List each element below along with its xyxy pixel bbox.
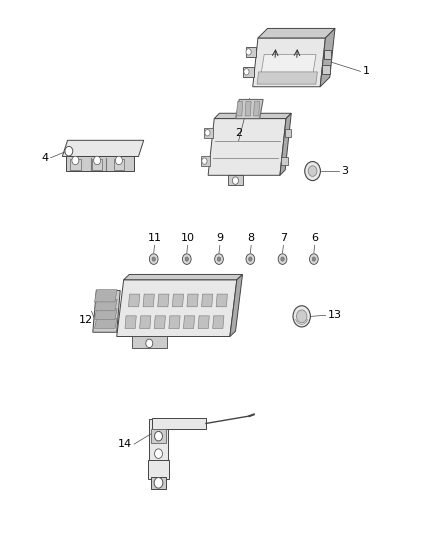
Polygon shape (230, 274, 243, 336)
Circle shape (116, 156, 122, 165)
Circle shape (155, 449, 162, 458)
Polygon shape (95, 289, 117, 302)
Polygon shape (261, 54, 316, 77)
Circle shape (281, 257, 284, 261)
Polygon shape (201, 294, 213, 307)
Circle shape (94, 156, 101, 165)
Polygon shape (204, 128, 213, 138)
Polygon shape (148, 460, 169, 479)
Circle shape (278, 254, 287, 264)
Circle shape (249, 257, 252, 261)
Text: 2: 2 (235, 128, 242, 138)
Polygon shape (236, 100, 263, 118)
Circle shape (233, 177, 238, 184)
Polygon shape (245, 102, 251, 116)
Text: 11: 11 (148, 232, 162, 243)
Polygon shape (140, 316, 151, 328)
Circle shape (305, 161, 321, 181)
Circle shape (246, 49, 251, 55)
Polygon shape (169, 316, 180, 328)
Text: 3: 3 (341, 166, 348, 176)
Polygon shape (216, 294, 227, 307)
Text: 9: 9 (216, 232, 223, 243)
Polygon shape (152, 418, 206, 429)
Text: 14: 14 (118, 439, 132, 449)
Polygon shape (214, 114, 291, 118)
Circle shape (293, 306, 311, 327)
Circle shape (149, 254, 158, 264)
Polygon shape (117, 280, 237, 336)
Text: 10: 10 (180, 232, 194, 243)
Circle shape (155, 431, 162, 441)
Text: 12: 12 (79, 314, 93, 325)
Polygon shape (213, 316, 224, 328)
Polygon shape (324, 50, 332, 59)
Polygon shape (151, 429, 166, 443)
Polygon shape (125, 316, 136, 328)
Polygon shape (253, 38, 325, 87)
Polygon shape (280, 114, 291, 175)
Polygon shape (184, 316, 195, 328)
Polygon shape (132, 336, 167, 348)
Polygon shape (246, 46, 256, 57)
Polygon shape (66, 157, 134, 171)
Polygon shape (258, 28, 335, 38)
Polygon shape (244, 67, 254, 77)
Polygon shape (172, 294, 184, 307)
Circle shape (185, 257, 188, 261)
Polygon shape (93, 290, 120, 332)
Polygon shape (95, 318, 117, 328)
Text: 7: 7 (280, 232, 287, 243)
Circle shape (65, 147, 73, 156)
Polygon shape (322, 65, 330, 74)
Circle shape (308, 166, 317, 176)
Circle shape (215, 254, 223, 264)
Polygon shape (201, 156, 210, 166)
Polygon shape (237, 102, 243, 116)
Polygon shape (198, 316, 209, 328)
Polygon shape (114, 159, 124, 170)
Polygon shape (95, 309, 117, 320)
Circle shape (246, 254, 254, 264)
Text: 8: 8 (247, 232, 255, 243)
Polygon shape (208, 118, 286, 175)
Polygon shape (92, 159, 102, 170)
Polygon shape (149, 419, 168, 463)
Polygon shape (70, 159, 81, 170)
Circle shape (183, 254, 191, 264)
Text: 6: 6 (311, 232, 318, 243)
Circle shape (312, 257, 316, 261)
Polygon shape (151, 477, 166, 489)
Polygon shape (285, 128, 291, 137)
Polygon shape (257, 72, 318, 84)
Circle shape (205, 130, 210, 136)
Polygon shape (158, 294, 169, 307)
Polygon shape (320, 28, 335, 87)
Polygon shape (228, 175, 243, 185)
Polygon shape (187, 294, 198, 307)
Circle shape (244, 69, 249, 75)
Polygon shape (154, 316, 166, 328)
Polygon shape (254, 102, 260, 116)
Circle shape (72, 156, 79, 165)
Text: 1: 1 (363, 67, 370, 76)
Text: 4: 4 (41, 153, 48, 163)
Polygon shape (95, 299, 117, 311)
Circle shape (202, 158, 207, 164)
Circle shape (154, 478, 163, 488)
Circle shape (146, 339, 153, 348)
Circle shape (152, 257, 155, 261)
Circle shape (297, 310, 307, 322)
Polygon shape (282, 157, 288, 165)
Polygon shape (143, 294, 154, 307)
Polygon shape (124, 274, 243, 280)
Text: 13: 13 (328, 310, 342, 320)
Circle shape (217, 257, 221, 261)
Polygon shape (128, 294, 140, 307)
Polygon shape (62, 140, 144, 157)
Circle shape (310, 254, 318, 264)
